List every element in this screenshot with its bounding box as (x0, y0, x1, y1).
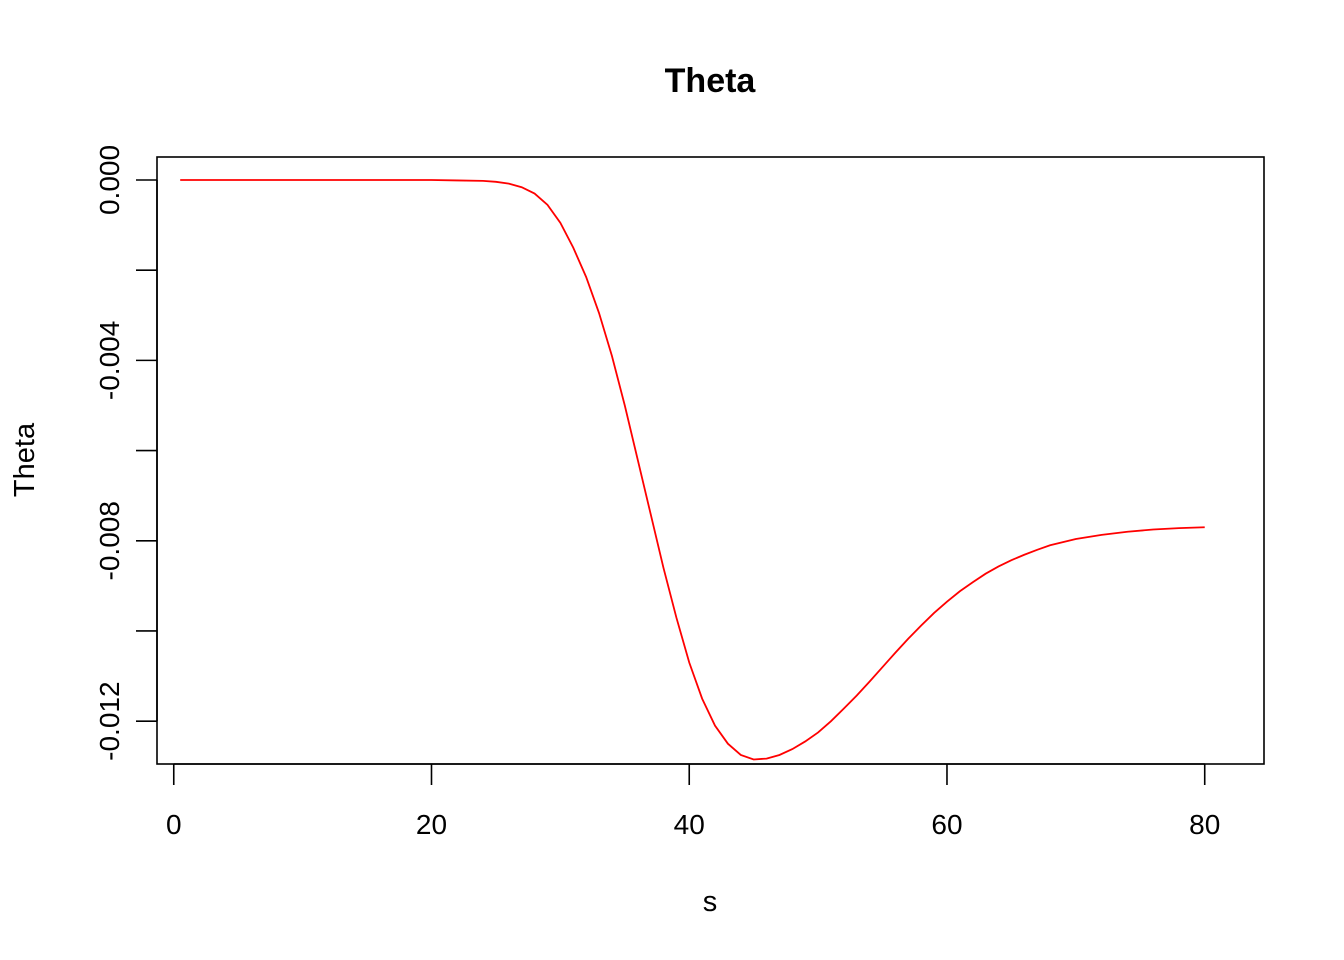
series-layer (180, 179, 1205, 761)
y-tick-label: -0.008 (94, 501, 125, 580)
x-tick-label: 60 (931, 809, 962, 840)
theta-series-line (180, 179, 1205, 761)
x-tick-label: 40 (674, 809, 705, 840)
y-axis-label: Theta (9, 422, 41, 497)
x-tick-label: 20 (416, 809, 447, 840)
x-tick-label: 80 (1189, 809, 1220, 840)
y-tick-label: -0.012 (94, 681, 125, 760)
y-axis: 0.000 -0.004 -0.008 -0.012 (94, 145, 158, 761)
y-tick-label: -0.004 (94, 321, 125, 400)
plot-area-frame (156, 156, 1265, 765)
y-tick-label: 0.000 (94, 145, 125, 215)
x-axis: 0 20 40 60 80 (166, 763, 1220, 840)
x-axis-label: s (703, 886, 718, 918)
x-tick-label: 0 (166, 809, 182, 840)
chart-title: Theta (665, 62, 757, 100)
